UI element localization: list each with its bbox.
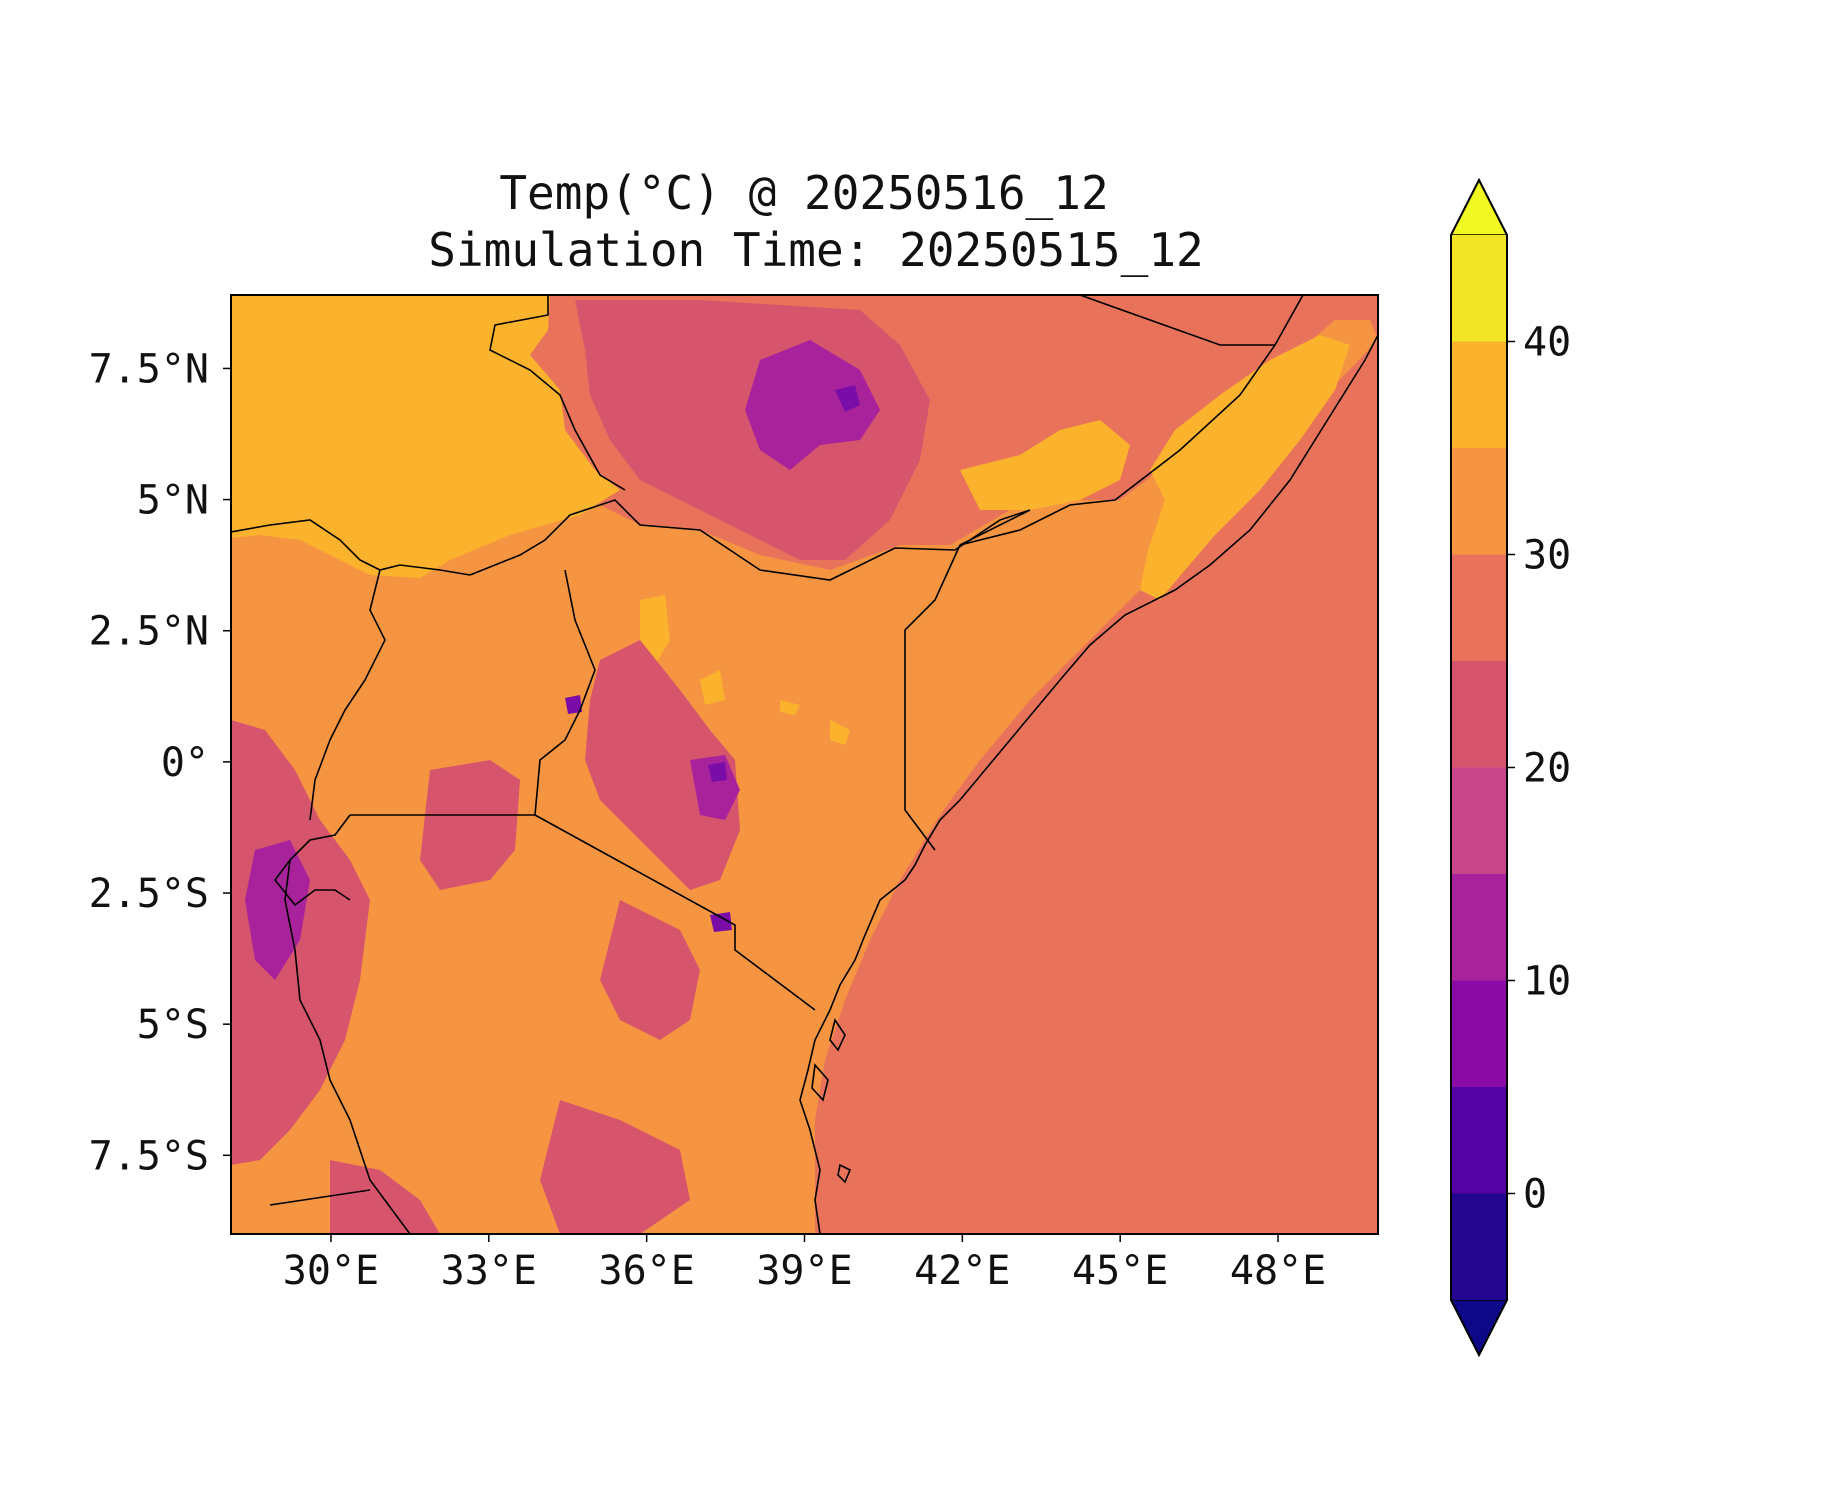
colorbar-segment — [1451, 1087, 1507, 1194]
cool-lake-victoria-region — [420, 760, 520, 890]
colorbar-segment — [1451, 980, 1507, 1087]
cool-highland-tanzania — [540, 900, 700, 1234]
border-south-sudan-north — [231, 519, 471, 576]
colorbar-tick-label: 30 — [1523, 533, 1571, 579]
temperature-map — [231, 295, 1378, 1234]
y-tick-label: 7.5°S — [89, 1133, 209, 1179]
colorbar-segment — [1451, 1193, 1507, 1300]
colorbar-extend-min — [1449, 1299, 1509, 1357]
land-hot-ethiopia — [960, 420, 1130, 510]
x-tick-label: 33°E — [441, 1248, 537, 1294]
border-uganda-west — [309, 569, 386, 821]
x-axis-ticks: 30°E 33°E 36°E 39°E 42°E 45°E 48°E — [283, 1234, 1326, 1294]
y-axis-ticks: 7.5°N 5°N 2.5°N 0° 2.5°S 5°S 7.5°S — [89, 346, 231, 1179]
cool-western-rift — [231, 720, 370, 1165]
colorbar-segment — [1451, 554, 1507, 661]
island-pemba — [829, 1018, 846, 1052]
colorbar-extend-max — [1449, 178, 1509, 236]
x-tick-label: 42°E — [914, 1248, 1010, 1294]
land-hot-spots — [640, 595, 850, 745]
y-tick-label: 5°S — [137, 1002, 209, 1048]
y-tick-label: 0° — [161, 740, 209, 786]
border-south-sudan-kenya — [469, 499, 1031, 581]
x-tick-label: 36°E — [598, 1248, 694, 1294]
cool-highland-south — [330, 1160, 440, 1234]
colorbar-segment — [1451, 767, 1507, 874]
title-line-2: Simulation Time: 20250515_12 — [428, 223, 1203, 277]
colorbar-segment — [1451, 448, 1507, 555]
colorbar-segment — [1451, 874, 1507, 981]
border-tanzania-kenya — [534, 814, 816, 1011]
coastline-horn — [799, 334, 1378, 1234]
border-somalia-kenya — [904, 544, 961, 851]
x-tick-label: 39°E — [756, 1248, 852, 1294]
border-djibouti — [1079, 295, 1275, 346]
colorbar-segment — [1451, 661, 1507, 768]
colorbar-tick-label: 40 — [1523, 320, 1571, 366]
y-tick-label: 7.5°N — [89, 346, 209, 392]
island-zanzibar — [811, 1063, 829, 1102]
border-rwanda-burundi — [273, 814, 351, 907]
y-tick-label: 2.5°S — [89, 871, 209, 917]
colorbar-outline — [1450, 177, 1508, 1358]
x-tick-label: 48°E — [1230, 1248, 1326, 1294]
island-mafia — [837, 1163, 852, 1184]
colorbar-segment — [1451, 235, 1507, 342]
border-ethiopia-kenya-east — [959, 509, 1031, 546]
border-sudan-ethiopia — [489, 295, 626, 491]
colorbar-tick-label: 0 — [1523, 1172, 1547, 1218]
border-tanzania-west — [284, 859, 411, 1234]
colorbar-tick-label: 10 — [1523, 959, 1571, 1005]
border-somalia-ethiopia — [959, 295, 1304, 546]
cool-highland-kenya — [585, 640, 740, 890]
land-hot-horn — [1140, 335, 1350, 600]
colorbar-tick-label: 20 — [1523, 746, 1571, 792]
border-uganda-kenya — [534, 569, 596, 816]
cold-peaks-ethiopia — [745, 340, 880, 470]
country-borders — [231, 295, 1378, 1234]
x-tick-label: 30°E — [283, 1248, 379, 1294]
land-warm-region — [231, 320, 1378, 1234]
y-tick-label: 5°N — [137, 478, 209, 524]
colorbar: 0 10 20 30 40 — [1449, 177, 1571, 1358]
x-tick-label: 45°E — [1072, 1248, 1168, 1294]
border-zambia — [269, 1189, 371, 1206]
y-tick-label: 2.5°N — [89, 609, 209, 655]
colorbar-segment — [1451, 341, 1507, 448]
title-line-1: Temp(°C) @ 20250516_12 — [499, 166, 1108, 220]
cold-peaks-kenya — [690, 755, 740, 820]
